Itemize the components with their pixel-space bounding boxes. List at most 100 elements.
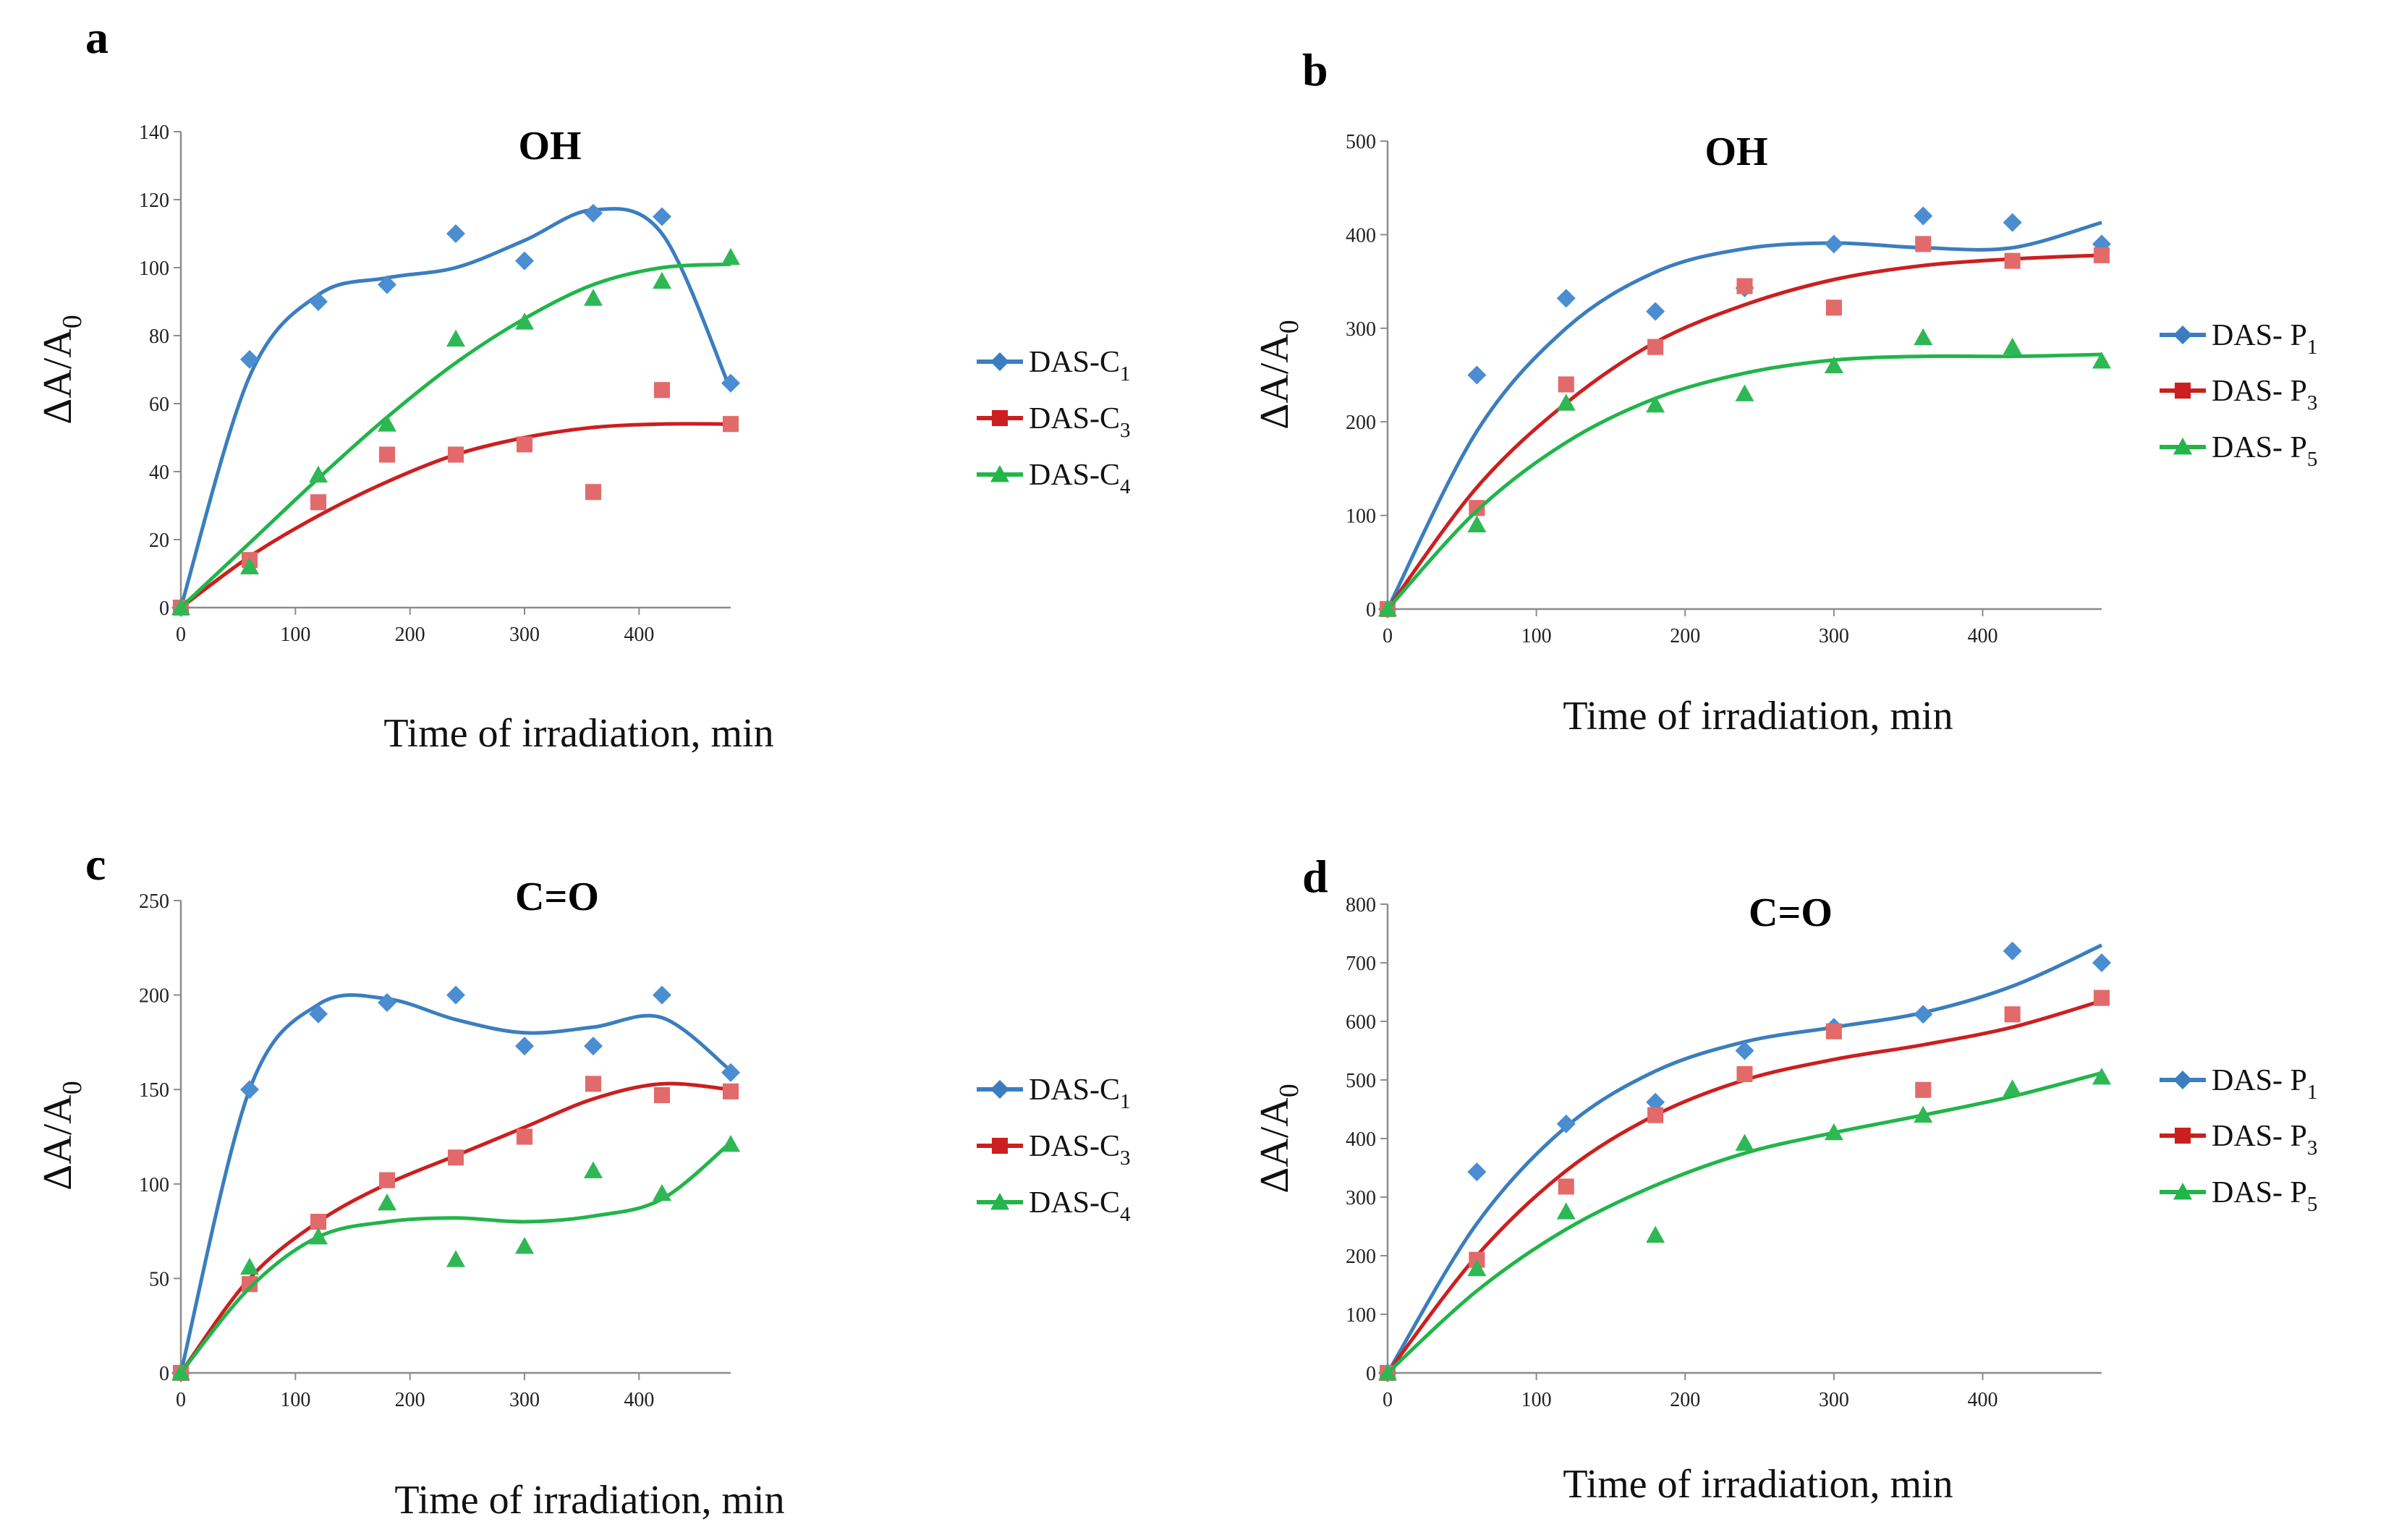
y-tick-label: 200	[1346, 412, 1376, 434]
data-point	[446, 224, 465, 243]
data-point	[1915, 1081, 1932, 1098]
data-point	[2003, 941, 2022, 961]
legend-label: DAS-C4	[1029, 459, 1131, 498]
legend-label-main: DAS-C	[1029, 402, 1120, 435]
y-axis-title-sub: 0	[1274, 1084, 1304, 1097]
data-point	[446, 1250, 465, 1267]
legend-entry: DAS- P1	[2160, 319, 2317, 359]
legend-label: DAS-C3	[1029, 1130, 1131, 1170]
data-point	[2003, 337, 2022, 355]
y-axis-title-main: ΔA/A	[1252, 333, 1297, 430]
data-point	[2003, 1079, 2022, 1097]
chart-panel-b: b 0 100 200 300 400 500 0 100 200 300 400 OH Time of …	[1252, 44, 2317, 739]
data-point	[1824, 1123, 1843, 1141]
data-point	[1824, 234, 1843, 254]
legend-marker	[2173, 1071, 2192, 1089]
data-point	[1558, 376, 1574, 393]
series-fit-line	[179, 1141, 732, 1374]
data-point	[2093, 247, 2110, 263]
y-tick-label: 20	[149, 529, 169, 552]
data-point	[584, 203, 603, 223]
series-fit-line	[1385, 943, 2103, 1374]
data-point	[1556, 289, 1576, 308]
data-point	[378, 1193, 396, 1211]
data-point	[1915, 236, 1932, 252]
chart-panel-d: d 0 100 200 300 400 500 600 700 800 0 100 200 300 400 C…	[1252, 851, 2317, 1507]
data-point	[241, 1276, 258, 1293]
data-point	[1735, 1041, 1754, 1060]
data-point	[722, 416, 739, 433]
y-axis-title: ΔA/A0	[35, 315, 88, 424]
legend-label: DAS- P1	[2212, 1064, 2317, 1104]
legend-marker	[991, 409, 1009, 427]
data-point	[653, 382, 671, 399]
legend-label-main: DAS-C	[1029, 346, 1120, 379]
y-axis-title: ΔA/A0	[1252, 1084, 1304, 1193]
legend-label-main: DAS- P	[2212, 375, 2307, 408]
data-point	[722, 1083, 739, 1099]
y-tick-label: 0	[1366, 1363, 1376, 1385]
legend-entry: DAS-C3	[977, 1130, 1131, 1170]
legend-marker	[2174, 382, 2191, 399]
x-tick-label: 0	[176, 624, 186, 646]
legend-label-sub: 5	[2307, 1193, 2318, 1216]
data-point	[309, 1004, 328, 1024]
y-tick-label: 200	[1346, 1246, 1376, 1268]
x-tick-label: 400	[624, 1389, 654, 1411]
legend-label-sub: 1	[1120, 362, 1131, 386]
data-point	[1647, 339, 1664, 355]
y-tick-label: 600	[1346, 1011, 1376, 1034]
data-point	[1467, 1259, 1487, 1277]
data-point	[1735, 384, 1754, 401]
series-fit-line	[179, 1081, 731, 1374]
data-point	[1646, 302, 1665, 321]
legend-entry: DAS-C4	[977, 1186, 1131, 1226]
data-point	[2092, 953, 2111, 972]
data-point	[1646, 395, 1665, 413]
series-fit-line	[179, 207, 733, 608]
y-tick-label: 500	[1346, 1070, 1376, 1092]
series-fit-line	[1386, 999, 2102, 1374]
legend-marker	[2173, 1183, 2192, 1200]
legend-label: DAS- P1	[2212, 319, 2317, 359]
data-point	[1914, 328, 1933, 346]
legend-label: DAS- P5	[2212, 431, 2317, 471]
series-fit-line	[1385, 253, 2102, 611]
y-tick-label: 500	[1346, 131, 1376, 153]
legend-label-sub: 4	[1120, 1203, 1131, 1226]
legend-label-sub: 1	[2307, 1081, 2318, 1104]
y-tick-label: 200	[139, 985, 169, 1008]
chart-title: C=O	[515, 875, 599, 919]
x-axis-title: Time of irradiation, min	[394, 1478, 784, 1523]
data-point	[1736, 1065, 1753, 1082]
panel-label: d	[1302, 851, 1328, 902]
data-point	[1914, 1005, 1933, 1024]
data-point	[240, 349, 259, 369]
legend-label-sub: 4	[1120, 475, 1131, 498]
x-tick-label: 300	[1819, 1389, 1849, 1411]
y-tick-label: 700	[1346, 953, 1376, 975]
series-fit-line	[1386, 352, 2102, 611]
data-point	[240, 557, 259, 574]
data-point	[515, 1236, 534, 1254]
x-tick-label: 200	[1670, 1389, 1700, 1411]
legend-label: DAS-C3	[1029, 402, 1131, 442]
data-point	[1914, 1105, 1933, 1123]
y-tick-label: 150	[139, 1079, 169, 1102]
legend-label: DAS-C4	[1029, 1186, 1131, 1226]
x-tick-label: 300	[1819, 625, 1849, 647]
series-fit-line	[179, 993, 732, 1374]
legend-entry: DAS-C1	[977, 1073, 1131, 1113]
legend-label-main: DAS-C	[1029, 1130, 1120, 1163]
legend-entry: DAS- P3	[2160, 1120, 2317, 1160]
legend-label-main: DAS- P	[2212, 319, 2307, 352]
data-point	[446, 985, 465, 1005]
data-point	[1467, 365, 1487, 385]
x-tick-label: 100	[280, 624, 310, 646]
legend-entry: DAS- P5	[2160, 1176, 2317, 1216]
y-tick-label: 400	[1346, 1128, 1376, 1151]
data-point	[310, 494, 327, 511]
y-tick-label: 100	[139, 1174, 169, 1196]
y-tick-label: 300	[1346, 1187, 1376, 1209]
